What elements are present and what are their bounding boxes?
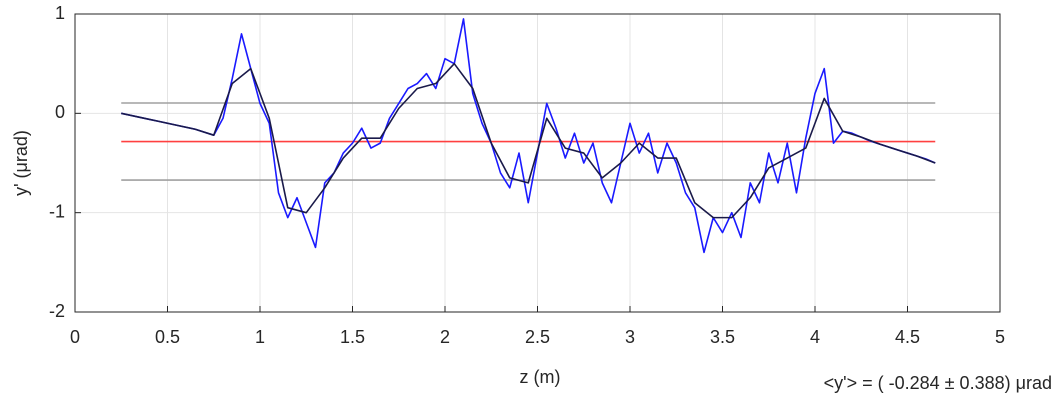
x-axis-label: z (m)	[520, 367, 561, 387]
x-tick-label: 4	[810, 327, 820, 347]
y-tick-label: -1	[49, 201, 65, 221]
x-tick-label: 0.5	[155, 327, 180, 347]
x-tick-label: 2	[440, 327, 450, 347]
x-tick-label: 1	[255, 327, 265, 347]
x-tick-label: 1.5	[340, 327, 365, 347]
y-tick-label: 0	[55, 102, 65, 122]
y-tick-label: 1	[55, 3, 65, 23]
y-axis-label: y' (μrad)	[11, 130, 31, 196]
x-tick-label: 2.5	[525, 327, 550, 347]
axes-box	[74, 13, 1001, 313]
data-line	[121, 62, 936, 219]
x-tick-label: 5	[995, 327, 1005, 347]
annotation: <y'> = ( -0.284 ± 0.388) μrad	[824, 373, 1052, 393]
x-tick-label: 0	[70, 327, 80, 347]
x-tick-label: 4.5	[895, 327, 920, 347]
y-tick-label: -2	[49, 301, 65, 321]
x-tick-label: 3.5	[710, 327, 735, 347]
x-tick-label: 3	[625, 327, 635, 347]
data-line	[121, 18, 936, 254]
